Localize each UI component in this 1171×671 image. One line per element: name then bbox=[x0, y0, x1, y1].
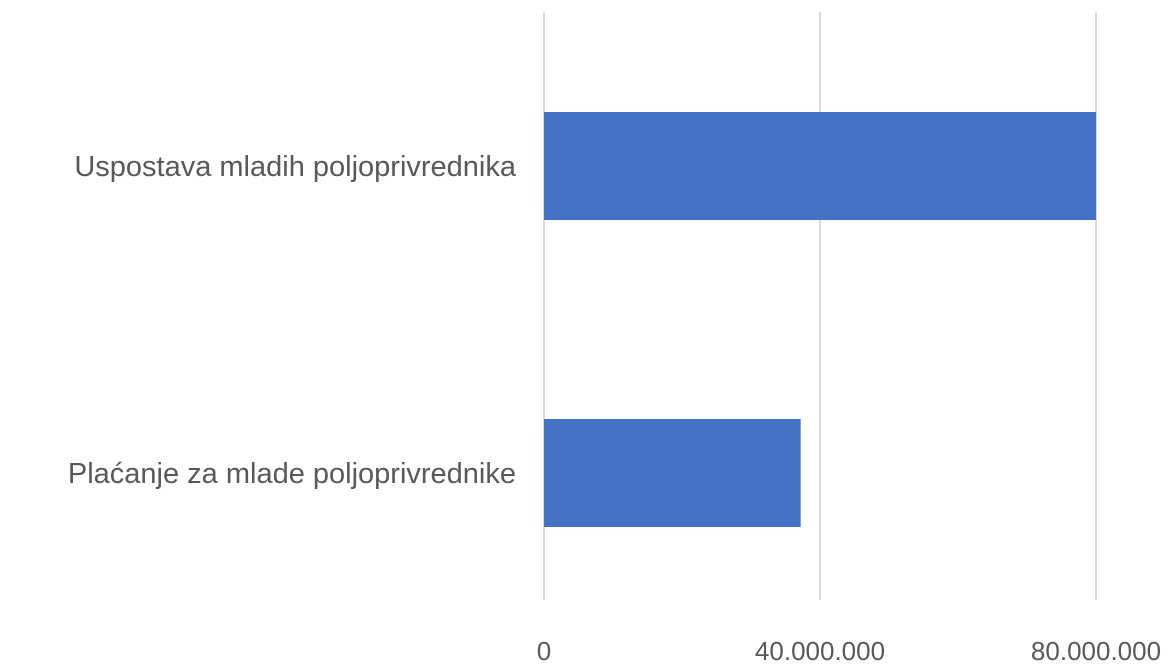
category-label-0: Uspostava mladih poljoprivrednika bbox=[74, 151, 517, 183]
x-tick-label-0: 0 bbox=[537, 636, 551, 666]
bar-1 bbox=[544, 419, 801, 527]
bar-layer bbox=[544, 112, 1096, 527]
x-tick-label-2: 80.000.000 bbox=[1031, 636, 1161, 666]
category-label-1: Plaćanje za mlade poljoprivrednike bbox=[68, 458, 516, 490]
x-tick-label-1: 40.000.000 bbox=[755, 636, 885, 666]
category-label-layer: Uspostava mladih poljoprivrednika Plaćanj… bbox=[68, 151, 517, 490]
bar-0 bbox=[544, 112, 1096, 220]
tick-label-layer: 0 40.000.000 80.000.000 bbox=[537, 636, 1161, 666]
